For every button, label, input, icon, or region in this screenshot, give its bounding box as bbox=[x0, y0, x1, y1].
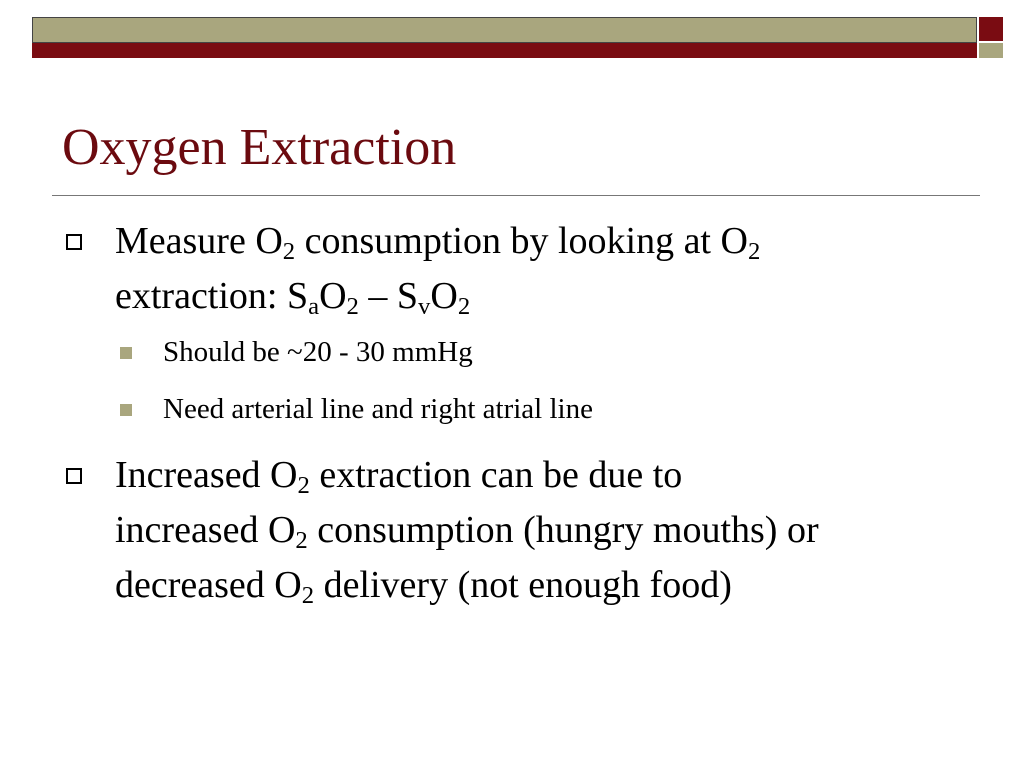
subscript: a bbox=[308, 293, 320, 321]
sub-bullet: Should be ~20 - 30 mmHg bbox=[163, 336, 473, 368]
subscript: 2 bbox=[301, 582, 315, 610]
text-run: O bbox=[319, 275, 347, 317]
bullet-marker bbox=[66, 468, 82, 484]
text-run: O bbox=[430, 275, 458, 317]
text-run: consumption (hungry mouths) or bbox=[307, 509, 819, 551]
corner-square-red bbox=[979, 17, 1003, 41]
text-run: Increased O bbox=[115, 454, 298, 496]
text-run: increased O bbox=[115, 509, 296, 551]
title-rule bbox=[52, 195, 980, 196]
sub-bullet-marker bbox=[120, 404, 132, 416]
subscript: 2 bbox=[747, 238, 761, 266]
sub-bullet: Need arterial line and right atrial line bbox=[163, 393, 593, 425]
text-run: extraction: S bbox=[115, 275, 309, 317]
subscript: 2 bbox=[457, 293, 471, 321]
text-run: delivery (not enough food) bbox=[314, 564, 732, 606]
text-run: extraction can be due to bbox=[309, 454, 683, 496]
subscript: 2 bbox=[282, 238, 296, 266]
subscript: 2 bbox=[295, 527, 308, 555]
subscript: 2 bbox=[346, 293, 359, 321]
corner-square-olive bbox=[979, 43, 1003, 58]
text-run: decreased O bbox=[115, 564, 302, 606]
subscript: 2 bbox=[297, 472, 310, 500]
bullet-marker bbox=[66, 234, 82, 250]
sub-bullet-marker bbox=[120, 347, 132, 359]
subscript: v bbox=[418, 293, 431, 321]
bullet-line: Measure O2 consumption by looking at O2 bbox=[115, 214, 760, 269]
slide-title: Oxygen Extraction bbox=[62, 119, 457, 176]
text-run: Measure O bbox=[115, 220, 283, 262]
text-run: consumption by looking at O bbox=[295, 220, 748, 262]
bullet-line: Increased O2 extraction can be due to bbox=[115, 448, 682, 503]
bullet-line: decreased O2 delivery (not enough food) bbox=[115, 558, 732, 613]
top-bar-red bbox=[32, 43, 977, 58]
text-run: – S bbox=[358, 275, 419, 317]
top-bar bbox=[32, 17, 977, 43]
bullet-line: extraction: SaO2 – SvO2 bbox=[115, 269, 470, 324]
bullet-line: increased O2 consumption (hungry mouths)… bbox=[115, 503, 819, 558]
